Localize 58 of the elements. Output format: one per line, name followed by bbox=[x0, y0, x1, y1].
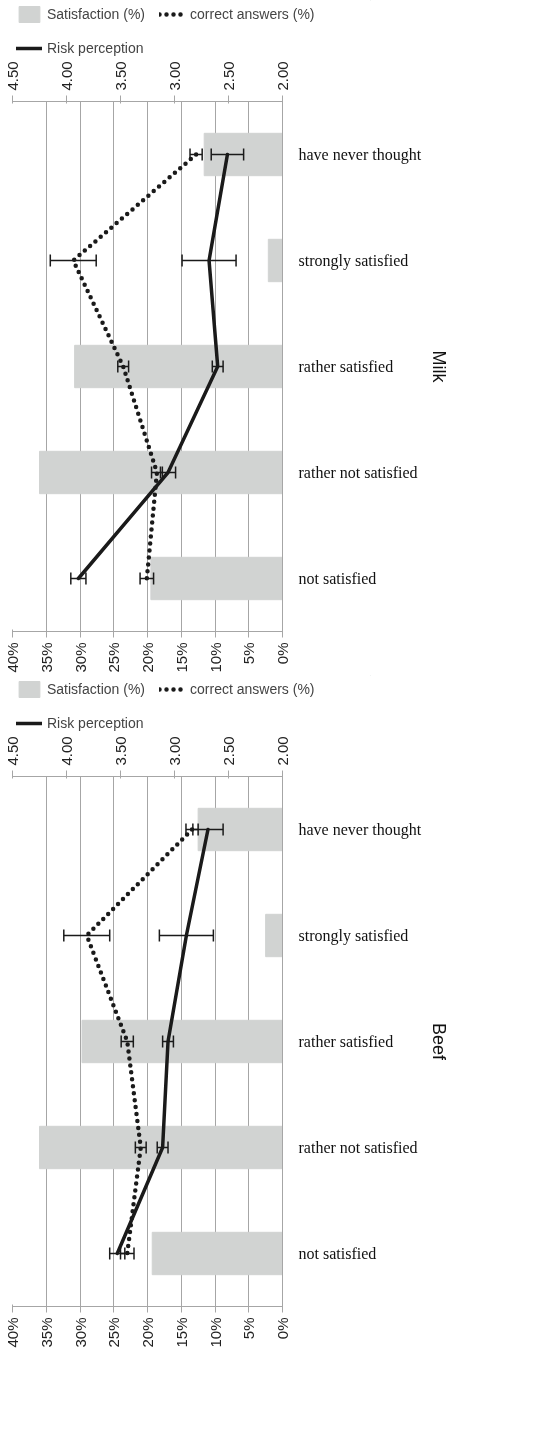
y-tick-label: have never thought bbox=[298, 821, 422, 839]
x-tick-label: 40% bbox=[4, 642, 21, 673]
x-tick-label: 5% bbox=[240, 642, 258, 665]
x-tick-label: 35% bbox=[37, 1317, 55, 1348]
x-tick-label: 20% bbox=[139, 642, 156, 673]
legend-label: Risk perception bbox=[47, 40, 144, 56]
y-tick-label: not satisfied bbox=[298, 1245, 377, 1262]
x-tick-label: 30% bbox=[71, 642, 89, 673]
y-axis-title: Beef bbox=[429, 1022, 450, 1062]
y-tick-label: rather satisfied bbox=[298, 358, 394, 375]
x2-tick-label: 4.00 bbox=[57, 61, 75, 91]
legend-label: correct answers (%) bbox=[190, 681, 315, 697]
bar bbox=[151, 1231, 283, 1276]
bar bbox=[39, 1125, 283, 1170]
y-axis-title: Milk bbox=[429, 350, 450, 384]
bar bbox=[197, 807, 283, 852]
x-tick-label: 40% bbox=[4, 1317, 21, 1348]
y-tick-label: rather satisfied bbox=[298, 1033, 394, 1050]
x-tick-label: 0% bbox=[274, 642, 291, 665]
x2-tick-label: 2.50 bbox=[219, 736, 237, 766]
bar bbox=[39, 450, 283, 495]
x2-tick-label: 4.50 bbox=[3, 61, 21, 91]
y-tick-label: rather not satisfied bbox=[298, 1139, 418, 1156]
y-tick-label: strongly satisfied bbox=[298, 927, 409, 945]
x-tick-label: 25% bbox=[105, 1317, 123, 1348]
x-tick-label: 20% bbox=[139, 1317, 156, 1348]
bar bbox=[203, 132, 283, 177]
x-tick-label: 30% bbox=[71, 1317, 89, 1348]
bar bbox=[267, 238, 283, 283]
y-tick-label: rather not satisfied bbox=[298, 464, 418, 481]
x2-tick-label: 4.50 bbox=[3, 736, 21, 766]
x2-tick-label: 2.50 bbox=[219, 61, 237, 91]
legend-label: Risk perception bbox=[47, 715, 144, 731]
x-tick-label: 0% bbox=[274, 1317, 291, 1340]
y-tick-label: not satisfied bbox=[298, 570, 377, 587]
x2-tick-label: 4.00 bbox=[57, 736, 75, 766]
bar bbox=[81, 1019, 283, 1064]
x-tick-label: 15% bbox=[172, 642, 190, 673]
y-tick-label: strongly satisfied bbox=[298, 252, 409, 270]
x2-tick-label: 3.50 bbox=[111, 61, 129, 91]
bar bbox=[74, 344, 283, 389]
x-tick-label: 15% bbox=[172, 1317, 190, 1348]
x-tick-label: 10% bbox=[206, 1317, 224, 1348]
legend-label: Satisfaction (%) bbox=[47, 681, 146, 697]
legend-label: Satisfaction (%) bbox=[47, 6, 146, 22]
x2-tick-label: 3.00 bbox=[165, 736, 183, 766]
legend-label: correct answers (%) bbox=[190, 6, 315, 22]
x2-tick-label: 3.00 bbox=[165, 61, 183, 91]
x2-tick-label: 3.50 bbox=[111, 736, 129, 766]
bar bbox=[265, 913, 283, 958]
x2-tick-label: 2.00 bbox=[273, 61, 291, 91]
y-tick-label: have never thought bbox=[298, 146, 422, 164]
x-tick-label: 10% bbox=[206, 642, 224, 673]
x-tick-label: 25% bbox=[105, 642, 123, 673]
bar bbox=[150, 556, 283, 601]
x2-tick-label: 2.00 bbox=[273, 736, 291, 766]
x-tick-label: 5% bbox=[240, 1317, 258, 1340]
x-tick-label: 35% bbox=[37, 642, 55, 673]
